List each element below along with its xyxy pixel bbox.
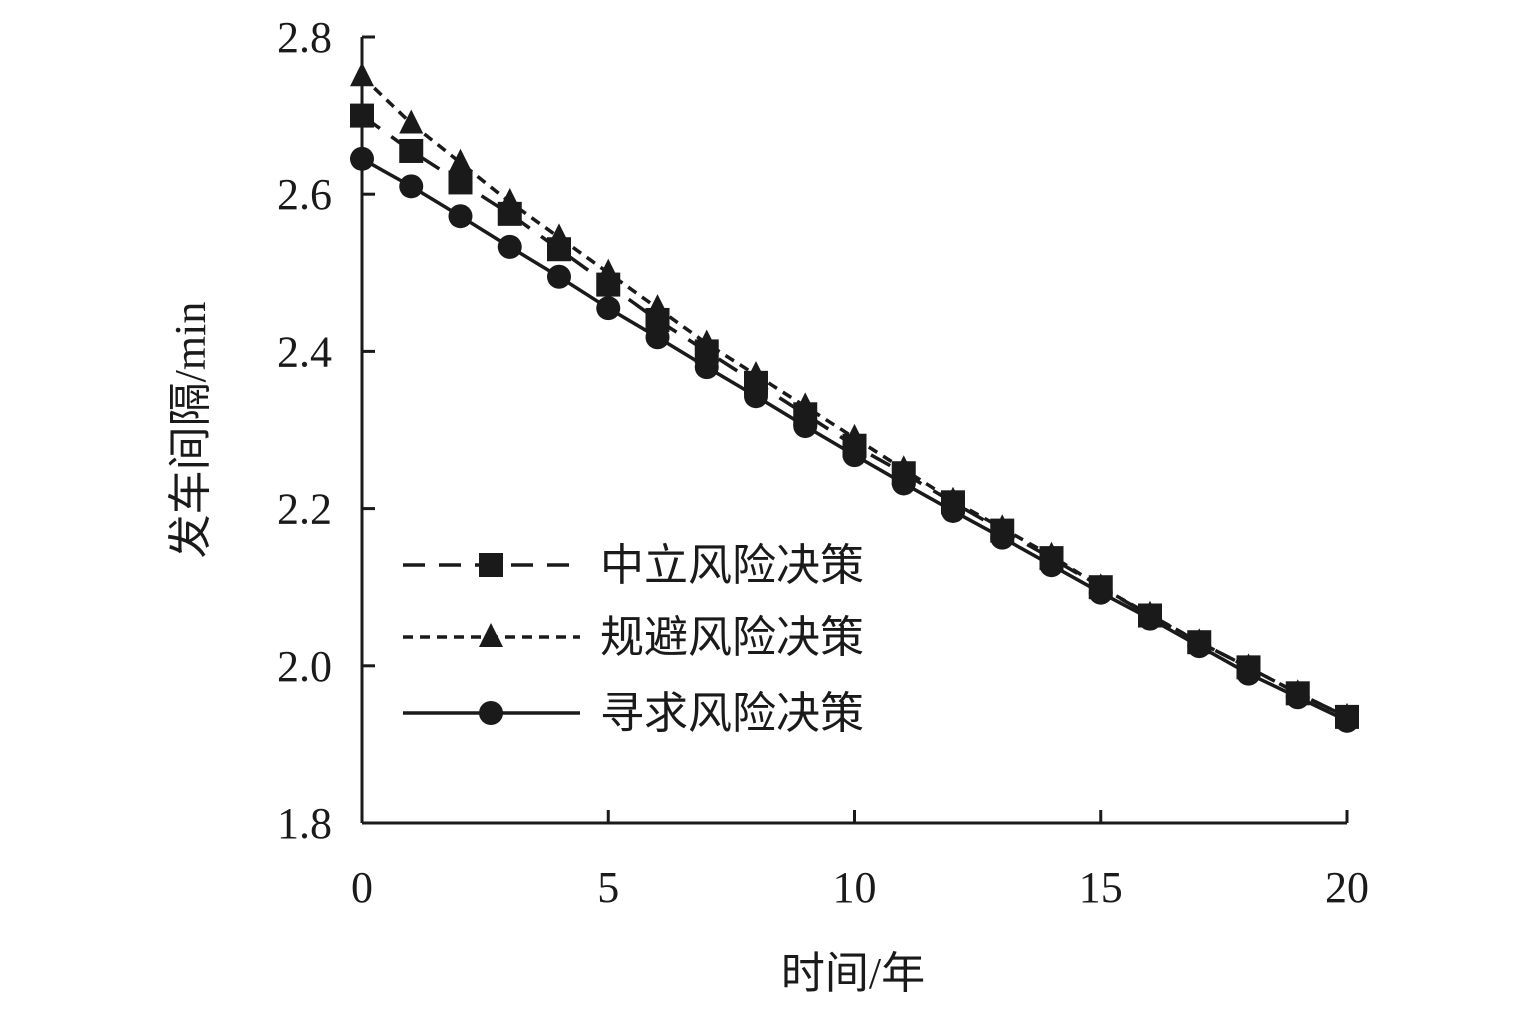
y-tick-label: 1.8	[277, 799, 332, 848]
y-axis-title: 发车间隔/min	[166, 302, 215, 559]
data-point	[793, 392, 818, 417]
data-point	[547, 223, 571, 248]
y-tick-label: 2.0	[277, 642, 332, 691]
data-point	[941, 498, 965, 523]
data-point	[399, 174, 424, 199]
data-point	[547, 264, 571, 289]
legend-label: 规避风险决策	[600, 613, 864, 662]
data-point	[448, 170, 473, 195]
legend-item-1: 中立风险决策	[403, 541, 864, 590]
series-3	[350, 146, 1359, 733]
x-tick-label: 10	[833, 863, 877, 912]
y-tick-label: 2.2	[277, 485, 332, 534]
data-point	[990, 525, 1015, 550]
legend-marker	[479, 553, 503, 577]
data-point	[399, 109, 424, 134]
data-point	[1138, 606, 1162, 631]
data-point	[1236, 661, 1261, 686]
data-point	[645, 294, 670, 319]
data-point	[596, 296, 621, 321]
data-point	[744, 360, 768, 385]
legend-item-3: 寻求风险决策	[403, 689, 864, 738]
data-point	[1088, 580, 1113, 605]
data-point	[694, 329, 719, 354]
data-point	[497, 188, 522, 213]
plot-area	[350, 62, 1359, 733]
data-point	[1285, 685, 1310, 710]
legend-marker	[479, 623, 503, 647]
data-point	[497, 234, 522, 259]
legend-marker	[479, 701, 503, 725]
data-point	[350, 146, 374, 171]
y-tick-label: 2.4	[277, 327, 332, 376]
axes: 1.8 2.0 2.2 2.4 2.6 2.8 0 5 10 15 20	[277, 13, 1369, 912]
x-tick-label: 5	[597, 863, 619, 912]
data-point	[842, 423, 867, 448]
data-point	[448, 204, 473, 229]
data-point	[694, 355, 719, 380]
x-axis-title: 时间/年	[781, 949, 925, 998]
data-point	[399, 138, 424, 163]
data-point	[645, 325, 670, 350]
legend-label: 寻求风险决策	[600, 689, 864, 738]
data-point	[891, 471, 916, 496]
data-point	[1187, 634, 1212, 659]
data-point	[596, 258, 621, 283]
x-tick-label: 0	[351, 863, 373, 912]
data-point	[793, 414, 818, 439]
data-point	[350, 103, 374, 128]
legend-item-2: 规避风险决策	[403, 613, 864, 662]
y-tick-label: 2.8	[277, 13, 332, 62]
data-point	[1335, 708, 1359, 733]
x-tick-label: 15	[1079, 863, 1123, 912]
data-point	[744, 384, 768, 409]
data-point	[842, 443, 867, 468]
x-tick-label: 20	[1325, 863, 1369, 912]
data-point	[448, 148, 473, 173]
data-point	[1039, 553, 1064, 578]
y-tick-label: 2.6	[277, 170, 332, 219]
data-point	[350, 62, 374, 87]
legend-label: 中立风险决策	[600, 541, 864, 590]
